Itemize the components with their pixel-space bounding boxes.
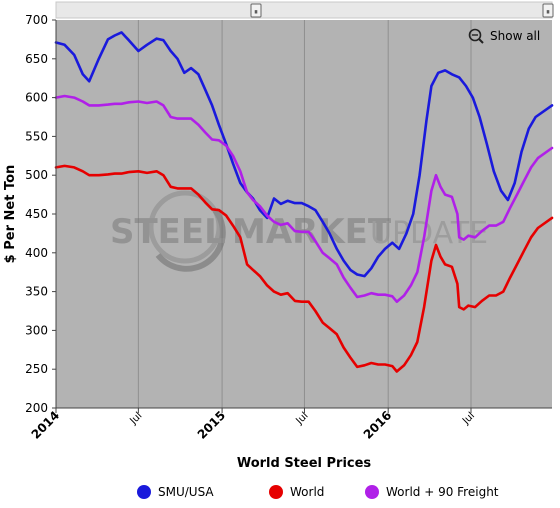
y-tick-label-400: 400: [25, 246, 48, 260]
legend-item-smu-usa[interactable]: SMU/USA: [137, 485, 214, 499]
series-line-world[interactable]: [54, 164, 554, 373]
watermark-swoosh-icon: [155, 208, 226, 272]
legend-item-world-90-freight[interactable]: World + 90 Freight: [365, 485, 499, 499]
y-tick-label-350: 350: [25, 285, 48, 299]
watermark-text-market: MARKET: [232, 212, 392, 252]
y-tick-label-600: 600: [25, 91, 48, 105]
x-tick-label-4: 2016: [361, 408, 395, 442]
x-tick-label-5: Jul: [460, 410, 477, 427]
y-tick-label-300: 300: [25, 323, 48, 337]
x-axis-ticks: 2014 Jul 2015 Jul 2016 Jul: [29, 408, 477, 442]
series-line-world-90-freight[interactable]: [54, 94, 554, 304]
vertical-gridlines: [137, 20, 472, 408]
series-lines: [54, 31, 554, 373]
navigator-left-handle-glyph: ⏸: [254, 8, 258, 17]
show-all-label: Show all: [490, 29, 540, 43]
show-all-button[interactable]: Show all: [468, 28, 541, 44]
watermark-globe-icon: [148, 190, 222, 264]
watermark-text-steel: STEEL: [110, 212, 226, 252]
x-tick-label-2: 2015: [195, 408, 229, 442]
series-line-smu-usa[interactable]: [54, 31, 554, 278]
y-tick-label-450: 450: [25, 207, 48, 221]
y-tick-label-250: 250: [25, 362, 48, 376]
y-axis-title: $ Per Net Ton: [3, 165, 18, 264]
navigator-right-handle-glyph: ⏸: [546, 8, 550, 17]
legend-item-world[interactable]: World: [269, 485, 324, 499]
x-tick-label-1: Jul: [127, 410, 144, 427]
x-axis-title: World Steel Prices: [237, 456, 372, 471]
y-tick-label-700: 700: [25, 13, 48, 27]
y-tick-label-500: 500: [25, 168, 48, 182]
y-axis-ticks: 200 250 300 350 400 450 500 550 600 650 700: [25, 13, 56, 415]
y-tick-label-650: 650: [25, 52, 48, 66]
navigator-right-handle[interactable]: ⏸: [542, 3, 554, 18]
zoom-out-magnifier-icon: [468, 28, 484, 44]
legend: SMU/USA World World + 90 Freight: [137, 485, 499, 499]
legend-marker-smu-usa: [137, 485, 151, 499]
navigator-track: [55, 1, 553, 19]
legend-label-world-90-freight: World + 90 Freight: [386, 485, 499, 499]
legend-marker-world: [269, 485, 283, 499]
y-tick-label-550: 550: [25, 129, 48, 143]
legend-marker-world-90-freight: [365, 485, 379, 499]
navigator[interactable]: ⏸ ⏸: [55, 1, 554, 19]
y-tick-label-200: 200: [25, 401, 48, 415]
legend-label-smu-usa: SMU/USA: [158, 485, 214, 499]
navigator-left-handle[interactable]: ⏸: [250, 3, 262, 18]
x-tick-label-3: Jul: [294, 410, 311, 427]
legend-label-world: World: [290, 485, 324, 499]
